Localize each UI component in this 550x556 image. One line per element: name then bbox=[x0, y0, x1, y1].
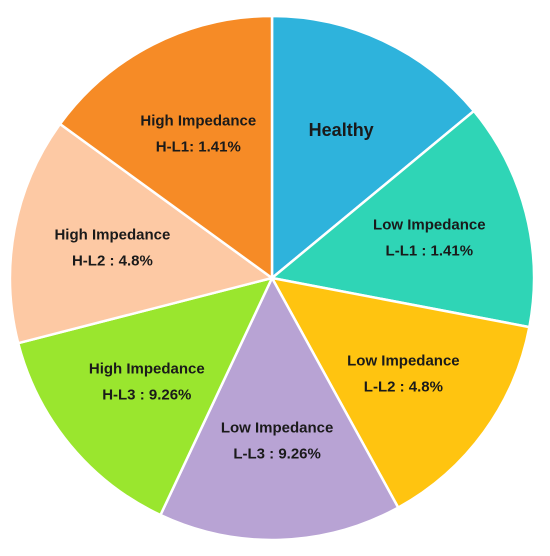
slice-label-line: Healthy bbox=[309, 120, 374, 140]
slice-label-line: H-L3 : 9.26% bbox=[102, 387, 191, 404]
pie-slice-1 bbox=[270, 14, 476, 281]
slice-label-6: High Impedance H-L2 : 4.8% bbox=[54, 227, 170, 270]
slice-label-line: L-L1 : 1.41% bbox=[386, 243, 474, 260]
pie-slice-7 bbox=[58, 14, 274, 281]
slice-label-line: High Impedance bbox=[89, 361, 205, 378]
slice-label-line: H-L2 : 4.8% bbox=[72, 253, 153, 270]
pie-slices bbox=[8, 14, 536, 542]
pie-slice-4 bbox=[158, 275, 400, 542]
slice-label-1: Healthy bbox=[309, 120, 374, 140]
slice-label-line: High Impedance bbox=[140, 112, 256, 129]
pie-slice-5 bbox=[16, 276, 275, 517]
slice-label-7: High Impedance H-L1: 1.41% bbox=[140, 112, 256, 155]
slice-label-2: Low Impedance L-L1 : 1.41% bbox=[373, 217, 486, 260]
slice-label-line: High Impedance bbox=[54, 227, 170, 244]
pie-slice-3 bbox=[269, 276, 531, 510]
slice-label-line: L-L2 : 4.8% bbox=[364, 379, 443, 396]
slice-label-line: Low Impedance bbox=[347, 353, 460, 370]
slice-label-line: H-L1: 1.41% bbox=[156, 138, 241, 155]
slice-label-line: L-L3 : 9.26% bbox=[233, 445, 321, 462]
pie-slice-6 bbox=[8, 122, 275, 345]
slice-label-5: High Impedance H-L3 : 9.26% bbox=[89, 361, 205, 404]
pie-slice-2 bbox=[269, 109, 536, 329]
slice-label-line: Low Impedance bbox=[221, 419, 334, 436]
slice-label-3: Low Impedance L-L2 : 4.8% bbox=[347, 353, 460, 396]
slice-label-4: Low Impedance L-L3 : 9.26% bbox=[221, 419, 334, 462]
slice-label-line: Low Impedance bbox=[373, 217, 486, 234]
